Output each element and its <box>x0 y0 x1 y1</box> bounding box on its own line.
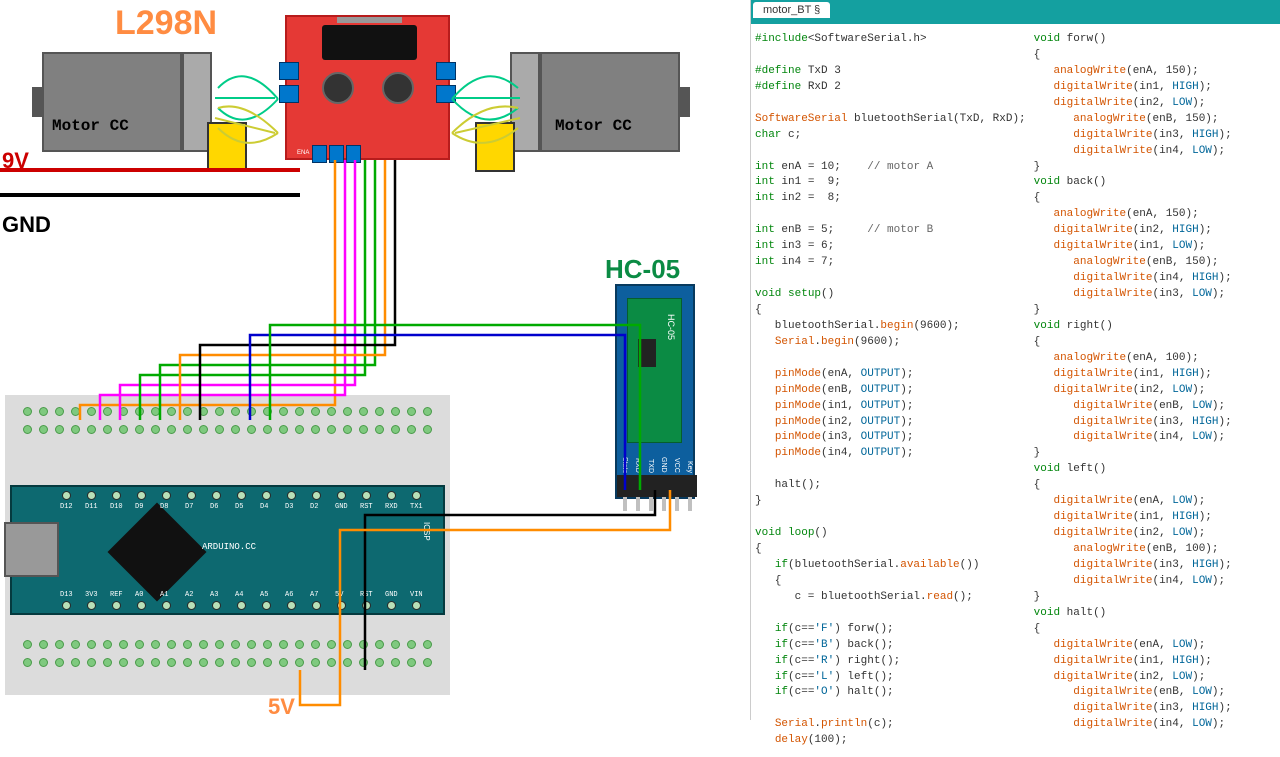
code-panel: motor_BT § #include<SoftwareSerial.h> #d… <box>750 0 1280 720</box>
l298n-board: ENA <box>285 15 450 160</box>
arduino-nano: ARDUINO.CC ICSP D12D11D10D9D8D7D6D5D4D3D… <box>10 485 445 615</box>
l298n-label: L298N <box>115 4 217 43</box>
v5-label: 5V <box>268 694 295 720</box>
motor-right: Motor CC <box>500 52 690 162</box>
hc05-label: HC-05 <box>605 254 680 285</box>
tab-motor-bt[interactable]: motor_BT § <box>753 2 830 18</box>
circuit-diagram: L298N 9V GND HC-05 5V Motor CC Motor CC … <box>0 0 750 720</box>
v9-label: 9V <box>2 148 29 174</box>
gnd-label: GND <box>2 212 51 238</box>
motor-left: Motor CC <box>32 52 222 162</box>
hc05-module: HC-05 StateRXDTXDGNDVCCKey <box>615 284 695 499</box>
code-column-right: void forw() { analogWrite(enA, 150); dig… <box>1034 32 1276 749</box>
code-column-left: #include<SoftwareSerial.h> #define TxD 3… <box>755 32 1026 749</box>
tab-bar: motor_BT § <box>751 0 1280 24</box>
